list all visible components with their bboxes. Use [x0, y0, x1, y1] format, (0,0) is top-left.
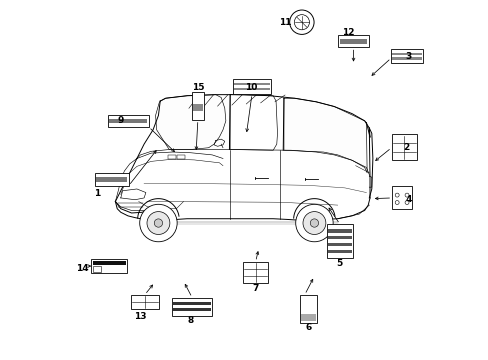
Bar	[390, 49, 423, 63]
Circle shape	[303, 212, 325, 234]
Bar	[327, 236, 351, 239]
Bar	[168, 155, 176, 159]
Bar	[173, 308, 211, 311]
Bar	[94, 173, 128, 186]
Bar	[131, 295, 159, 309]
Bar	[91, 259, 127, 273]
Bar	[233, 83, 270, 85]
Text: 8: 8	[187, 316, 193, 325]
Bar	[96, 177, 127, 182]
Text: 12: 12	[342, 28, 354, 37]
Circle shape	[394, 193, 398, 197]
Text: 11: 11	[279, 18, 291, 27]
Bar	[107, 115, 148, 127]
Text: 1: 1	[93, 189, 100, 198]
Bar	[243, 262, 267, 283]
Bar	[192, 104, 203, 111]
Bar	[391, 186, 411, 209]
Circle shape	[294, 15, 309, 30]
Text: 10: 10	[245, 83, 257, 92]
Text: 14: 14	[76, 265, 88, 274]
Circle shape	[404, 193, 408, 197]
Circle shape	[140, 204, 177, 242]
Text: 5: 5	[336, 259, 342, 268]
Polygon shape	[284, 98, 366, 173]
Bar	[338, 36, 368, 47]
Circle shape	[147, 212, 169, 234]
Bar	[177, 155, 185, 159]
Circle shape	[154, 219, 163, 227]
Bar	[233, 87, 270, 90]
Text: 6: 6	[305, 323, 311, 332]
Text: 9: 9	[117, 116, 124, 125]
Polygon shape	[155, 95, 225, 149]
Bar	[300, 295, 317, 323]
Bar	[391, 134, 416, 160]
Bar	[391, 58, 422, 60]
Bar	[232, 79, 271, 94]
Bar	[191, 92, 203, 120]
Text: 7: 7	[251, 284, 258, 293]
Circle shape	[289, 10, 313, 35]
Bar	[172, 298, 212, 316]
Bar	[391, 53, 422, 55]
Bar	[109, 119, 147, 123]
Circle shape	[309, 219, 318, 227]
Text: 13: 13	[133, 312, 146, 321]
Text: 4: 4	[405, 195, 411, 204]
Bar	[326, 224, 352, 258]
Bar	[301, 314, 316, 321]
Bar	[93, 266, 101, 272]
Bar	[327, 243, 351, 246]
Circle shape	[394, 201, 398, 204]
Bar	[327, 250, 351, 253]
Text: 2: 2	[403, 143, 409, 152]
Text: 3: 3	[405, 52, 411, 61]
Circle shape	[404, 201, 408, 204]
Text: 15: 15	[191, 83, 203, 92]
Bar	[339, 39, 366, 44]
Bar	[93, 261, 125, 265]
Bar	[173, 302, 211, 305]
Bar	[327, 229, 351, 233]
Circle shape	[295, 204, 332, 242]
